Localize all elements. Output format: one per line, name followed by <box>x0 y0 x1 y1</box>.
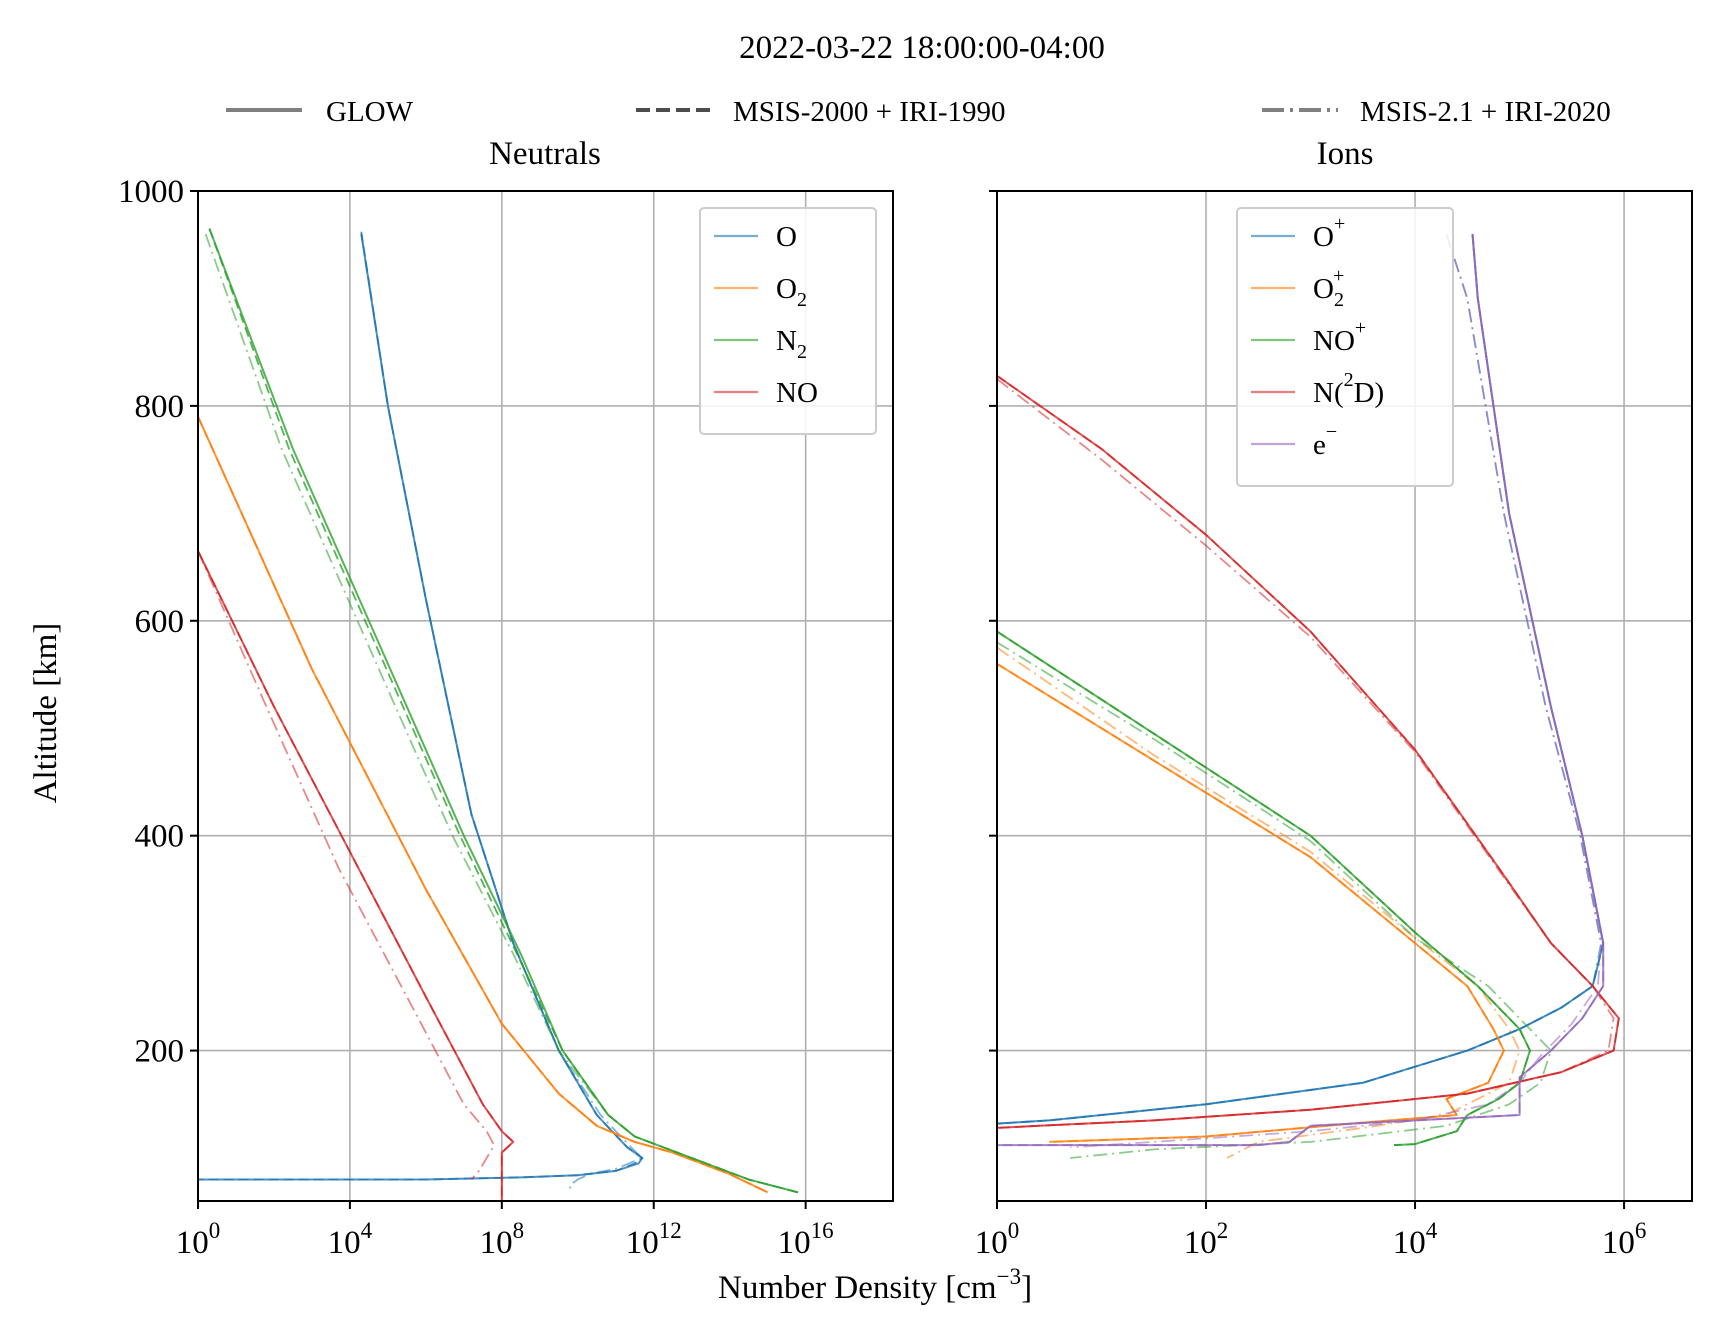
neutrals-legend-label-main: N <box>776 325 797 357</box>
neutrals-legend-label-sub: 2 <box>797 341 807 363</box>
neutrals-axes-frame <box>197 190 894 1202</box>
ions-legend-label-sup: + <box>1334 213 1345 235</box>
ions-series-o2-dashdot <box>996 646 1521 1159</box>
neutrals-x-tick-base: 10 <box>480 1225 513 1261</box>
neutrals-series-no-dashdot <box>197 550 496 1181</box>
ions-legend-label: N(2D) <box>1313 369 1384 409</box>
ions-legend-label: e− <box>1313 421 1337 461</box>
ions-legend-label-sup: + <box>1355 317 1366 339</box>
neutrals-x-tick-label: 1016 <box>778 1218 834 1261</box>
neutrals-series-n2-dashdot <box>204 233 799 1194</box>
ions-legend-label-main: e <box>1313 429 1326 461</box>
model-legend: GLOW MSIS-2000 + IRI-1990 MSIS-2.1 + IRI… <box>226 96 1611 128</box>
neutrals-panel-title: Neutrals <box>489 136 601 172</box>
neutrals-series-o-dashdot <box>360 233 644 1193</box>
neutrals-x-tick-label: 108 <box>480 1218 525 1261</box>
neutrals-x-tick-exponent: 4 <box>361 1218 373 1243</box>
neutrals-series-no-dashed <box>197 550 515 1201</box>
ions-x-tick-label: 106 <box>1602 1218 1647 1261</box>
ions-x-tick-base: 10 <box>1393 1225 1426 1261</box>
ions-legend-label: NO+ <box>1313 317 1366 357</box>
ions-x-tick-base: 10 <box>975 1225 1008 1261</box>
ions-x-tick-exponent: 6 <box>1635 1218 1647 1243</box>
neutrals-legend-label: O2 <box>776 273 807 311</box>
neutrals-series-o2-dashdot <box>197 416 769 1194</box>
ions-legend-label: O2+ <box>1313 265 1344 311</box>
neutrals-x-tick-base: 10 <box>328 1225 361 1261</box>
x-axis-label-main: Number Density [cm <box>718 1270 997 1306</box>
x-axis-label-end: ] <box>1021 1270 1032 1306</box>
neutrals-y-tick-label: 1000 <box>118 174 184 210</box>
ions-panel-title: Ions <box>1317 136 1374 172</box>
ions-axes-frame <box>996 190 1693 1202</box>
neutrals-legend-box <box>699 207 877 435</box>
model-legend-glow-label: GLOW <box>326 96 414 128</box>
ions-legend-label-sub: 2 <box>1334 289 1344 311</box>
figure-title: 2022-03-22 18:00:00-04:00 <box>739 30 1105 66</box>
neutrals-y-tick-label: 200 <box>135 1034 185 1070</box>
neutrals-x-tick-label: 100 <box>176 1218 221 1261</box>
neutrals-x-tick-label: 1012 <box>626 1218 682 1261</box>
ions-series-no-dashed <box>996 630 1531 1146</box>
neutrals-x-tick-base: 10 <box>626 1225 659 1261</box>
neutrals-legend-label-main: O <box>776 221 797 253</box>
ions-series-e-dashdot <box>1070 233 1602 1149</box>
neutrals-x-tick-exponent: 0 <box>209 1218 221 1243</box>
neutrals-x-tick-exponent: 16 <box>811 1218 834 1243</box>
ions-series-e-dashed <box>997 233 1605 1146</box>
neutrals-legend-label-main: O <box>776 273 797 305</box>
neutrals-x-tick-label: 104 <box>328 1218 373 1261</box>
ions-legend-label-main: O <box>1313 273 1334 305</box>
ions-x-tick-label: 100 <box>975 1218 1020 1261</box>
ions-series-o2-dashed <box>996 663 1505 1143</box>
neutrals-y-tick-label: 400 <box>135 819 185 855</box>
ions-x-tick-label: 104 <box>1393 1218 1438 1261</box>
neutrals-y-tick-label: 800 <box>135 389 185 425</box>
x-axis-label-exponent: −3 <box>997 1264 1021 1289</box>
ions-legend-label-tail: D) <box>1354 377 1385 409</box>
neutrals-legend-label: O <box>776 221 797 253</box>
ions-x-tick-base: 10 <box>1602 1225 1635 1261</box>
neutrals-x-tick-exponent: 8 <box>513 1218 525 1243</box>
ions-x-tick-label: 102 <box>1184 1218 1229 1261</box>
model-legend-msis2000-label: MSIS-2000 + IRI-1990 <box>733 96 1006 128</box>
neutrals-legend-label: N2 <box>776 325 807 363</box>
ions-legend-label-main: NO <box>1313 325 1355 357</box>
x-axis-label: Number Density [cm−3] <box>718 1264 1032 1306</box>
model-legend-msis21-label: MSIS-2.1 + IRI-2020 <box>1360 96 1611 128</box>
ions-legend-label-main: N( <box>1313 377 1344 409</box>
ions-series-n2d-dashdot <box>996 378 1615 1129</box>
neutrals-y-tick-label: 600 <box>135 604 185 640</box>
ions-x-tick-base: 10 <box>1184 1225 1217 1261</box>
ions-panel: 100 102 104 106 O+O2+NO+N(2D)e− <box>975 190 1693 1261</box>
ions-x-tick-exponent: 2 <box>1217 1218 1229 1243</box>
ions-legend-label: O+ <box>1313 213 1345 253</box>
y-axis-label: Altitude [km] <box>28 623 64 804</box>
neutrals-series-n2-dashed <box>208 228 799 1194</box>
ions-x-tick-exponent: 0 <box>1008 1218 1020 1243</box>
neutrals-legend-label: NO <box>776 377 818 409</box>
ions-series-no-dashdot <box>996 641 1552 1159</box>
neutrals-legend-label-sub: 2 <box>797 289 807 311</box>
neutrals-x-tick-base: 10 <box>176 1225 209 1261</box>
ions-legend: O+O2+NO+N(2D)e− <box>1236 207 1454 487</box>
ions-legend-label-main: O <box>1313 221 1334 253</box>
ions-legend-label-sup: 2 <box>1344 369 1354 391</box>
ions-legend-box <box>1236 207 1454 487</box>
neutrals-legend-label-main: NO <box>776 377 818 409</box>
ions-legend-label-sup: − <box>1326 421 1337 443</box>
ions-x-tick-exponent: 4 <box>1426 1218 1438 1243</box>
neutrals-x-tick-base: 10 <box>778 1225 811 1261</box>
ions-legend-label-sup: + <box>1333 265 1344 287</box>
neutrals-x-tick-exponent: 12 <box>659 1218 682 1243</box>
